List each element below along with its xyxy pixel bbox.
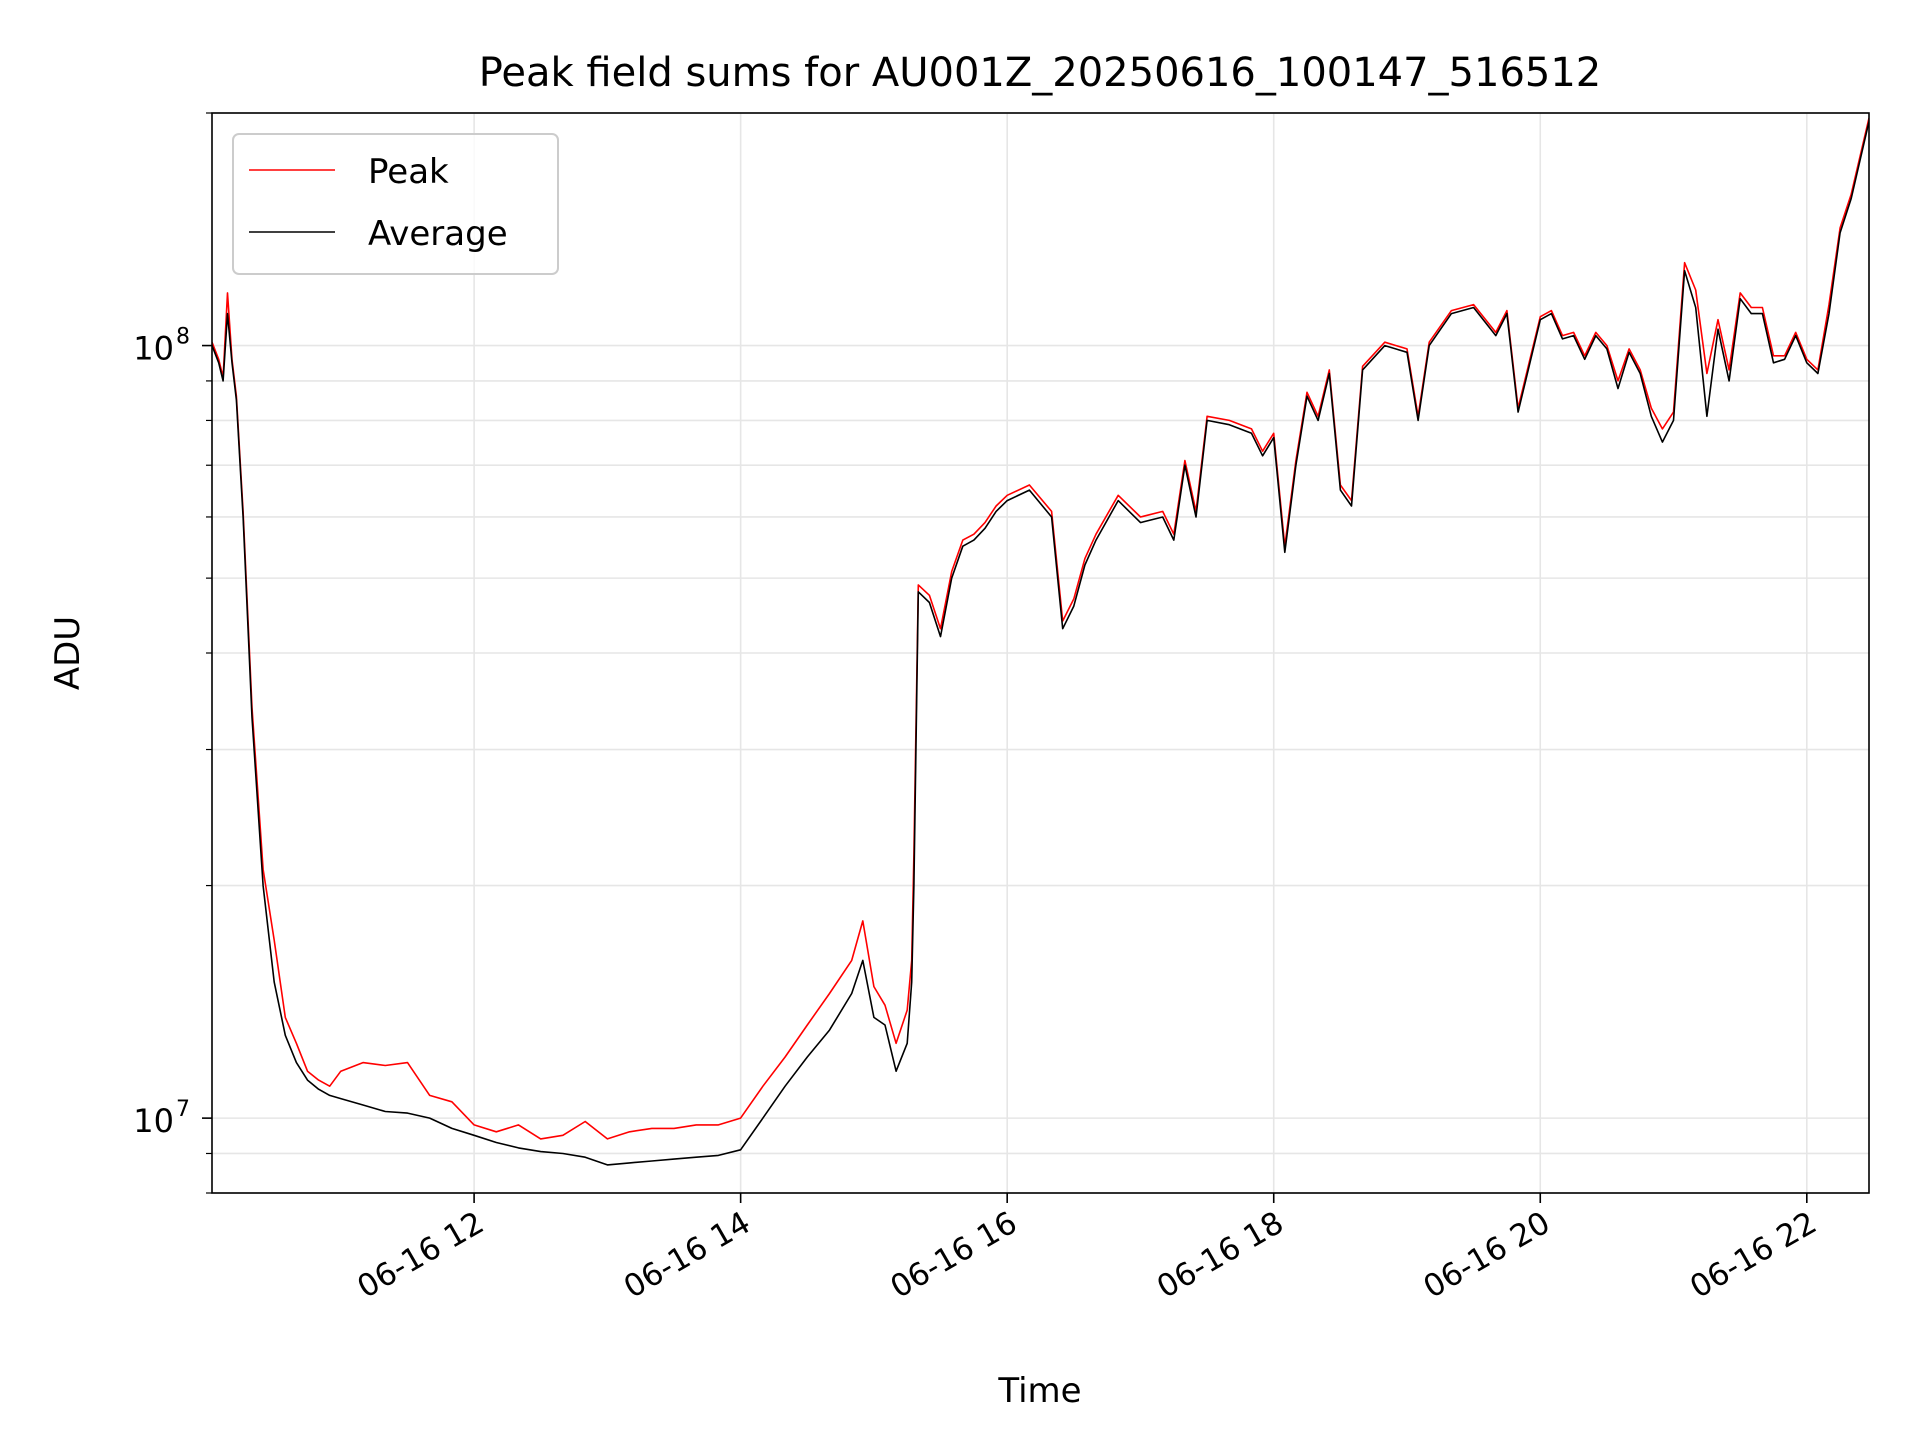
y-tick-exponent: 7 xyxy=(176,1097,190,1122)
chart-title: Peak field sums for AU001Z_20250616_1001… xyxy=(479,50,1602,96)
series-layer xyxy=(212,117,1869,1166)
y-tick-exponent: 8 xyxy=(176,325,190,350)
legend-label-peak: Peak xyxy=(368,152,449,192)
y-axis-label: ADU xyxy=(48,616,88,690)
legend-label-average: Average xyxy=(368,214,508,254)
y-tick-label: 10 xyxy=(133,1102,174,1140)
y-tick-label: 10 xyxy=(133,330,174,368)
x-axis-label: Time xyxy=(997,1371,1081,1411)
series-line-average xyxy=(212,121,1869,1166)
legend-box xyxy=(232,133,559,275)
legend: Peak Average xyxy=(232,133,559,275)
series-line-peak xyxy=(212,117,1869,1140)
